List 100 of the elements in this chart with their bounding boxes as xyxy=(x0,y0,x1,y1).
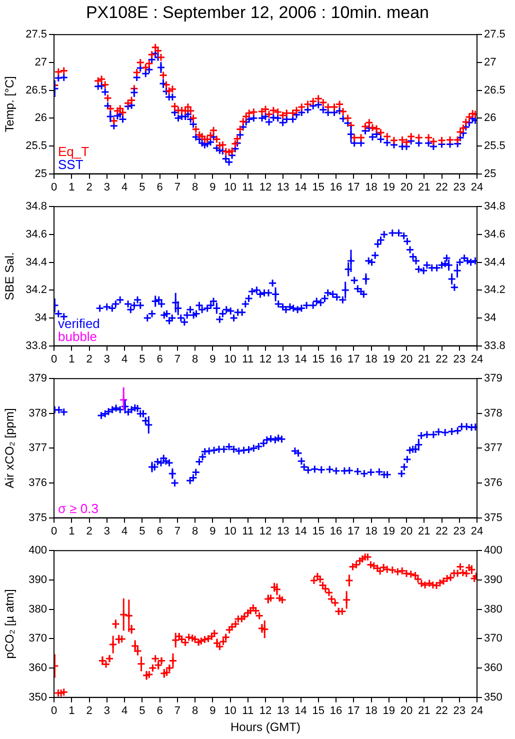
y-tick-label: 25.5 xyxy=(26,140,47,152)
y-tick-label: 350 xyxy=(28,691,47,704)
x-tick-label: 22 xyxy=(436,353,448,366)
x-tick-label: 13 xyxy=(277,181,290,194)
y-tick-label: 33.8 xyxy=(26,340,47,352)
x-tick-label: 13 xyxy=(277,353,290,366)
x-tick-label: 16 xyxy=(330,525,342,538)
y-tick-label: 376 xyxy=(28,477,47,490)
y2-tick-label: 25 xyxy=(484,168,496,180)
x-tick-label: 11 xyxy=(242,705,254,718)
x-tick-label: 17 xyxy=(348,705,360,718)
x-tick-label: 20 xyxy=(400,705,413,718)
y-tick-label: 27.5 xyxy=(26,28,47,41)
x-tick-label: 23 xyxy=(453,705,466,718)
x-tick-label: 5 xyxy=(139,181,146,194)
x-tick-label: 9 xyxy=(210,525,216,538)
x-tick-label: 19 xyxy=(382,181,395,194)
y2-tick-label: 379 xyxy=(484,372,502,385)
x-tick-label: 24 xyxy=(470,705,484,718)
x-tick-label: 13 xyxy=(277,525,290,538)
y-tick-label: 400 xyxy=(28,544,47,557)
x-tick-label: 2 xyxy=(86,705,92,718)
x-tick-label: 23 xyxy=(453,525,466,538)
x-tick-label: 21 xyxy=(418,525,430,538)
x-tick-label: 24 xyxy=(470,353,484,366)
x-tick-label: 16 xyxy=(330,181,342,194)
y-axis-title: Temp. [°C] xyxy=(2,76,17,132)
x-tick-label: 13 xyxy=(277,705,290,718)
x-tick-label: 12 xyxy=(259,705,272,718)
y-tick-label: 375 xyxy=(28,512,47,524)
x-tick-label: 11 xyxy=(242,353,254,366)
x-tick-label: 19 xyxy=(382,525,395,538)
x-tick-label: 20 xyxy=(400,181,413,194)
y2-tick-label: 375 xyxy=(484,512,502,524)
x-tick-label: 3 xyxy=(104,705,110,718)
y-tick-label: 377 xyxy=(28,442,47,454)
x-tick-label: 14 xyxy=(294,525,307,538)
x-tick-label: 21 xyxy=(418,181,430,194)
y2-tick-label: 34.4 xyxy=(484,256,506,268)
x-tick-label: 17 xyxy=(348,525,360,538)
x-tick-label: 4 xyxy=(121,525,128,538)
y-tick-label: 27 xyxy=(34,56,47,68)
y2-tick-label: 27 xyxy=(484,56,496,68)
text: σ ≥ 0.3 xyxy=(58,500,98,516)
y-tick-label: 370 xyxy=(28,632,47,645)
text: Eq_T xyxy=(58,144,90,159)
x-tick-label: 10 xyxy=(224,181,236,194)
y2-tick-label: 27.5 xyxy=(484,28,506,41)
y-tick-label: 34.6 xyxy=(26,228,47,240)
y-tick-label: 25 xyxy=(34,168,47,180)
x-tick-label: 10 xyxy=(224,705,236,718)
x-tick-label: 12 xyxy=(259,181,272,194)
x-tick-label: 9 xyxy=(210,353,216,366)
x-tick-label: 14 xyxy=(294,705,307,718)
x-tick-label: 16 xyxy=(330,353,342,366)
x-tick-label: 2 xyxy=(86,181,92,194)
legend-label: bubble xyxy=(58,328,98,344)
x-tick-label: 4 xyxy=(121,705,128,718)
x-tick-label: 4 xyxy=(121,353,128,366)
y2-tick-label: 390 xyxy=(484,574,502,586)
x-tick-label: 15 xyxy=(312,525,324,538)
y2-tick-label: 34.8 xyxy=(484,200,506,213)
y2-tick-label: 360 xyxy=(484,662,502,674)
y2-tick-label: 25.5 xyxy=(484,140,506,152)
y-tick-label: 34.2 xyxy=(26,284,47,296)
x-tick-label: 17 xyxy=(348,181,360,194)
y-tick-label: 34.4 xyxy=(26,256,47,268)
x-tick-label: 5 xyxy=(139,705,146,718)
x-tick-label: 10 xyxy=(224,353,236,366)
x-tick-label: 19 xyxy=(382,353,395,366)
y-tick-label: 34.8 xyxy=(26,200,47,213)
x-tick-label: 6 xyxy=(156,705,163,718)
x-tick-label: 19 xyxy=(382,705,395,718)
x-tick-label: 12 xyxy=(259,353,272,366)
x-tick-label: 3 xyxy=(104,353,110,366)
x-tick-label: 14 xyxy=(294,181,307,194)
y2-tick-label: 26.5 xyxy=(484,84,506,96)
x-tick-label: 12 xyxy=(259,525,272,538)
x-tick-label: 18 xyxy=(365,181,378,194)
x-tick-label: 14 xyxy=(294,353,307,366)
x-tick-label: 8 xyxy=(192,353,198,366)
y2-tick-label: 33.8 xyxy=(484,340,506,352)
x-tick-label: 9 xyxy=(210,181,216,194)
x-tick-label: 16 xyxy=(330,705,342,718)
x-tick-label: 6 xyxy=(156,353,163,366)
x-tick-label: 7 xyxy=(174,525,180,538)
x-tick-label: 23 xyxy=(453,353,466,366)
x-tick-label: 1 xyxy=(68,353,75,366)
x-tick-label: 11 xyxy=(242,525,254,538)
x-tick-label: 18 xyxy=(365,705,378,718)
x-tick-label: 1 xyxy=(68,525,75,538)
x-tick-label: 7 xyxy=(174,181,180,194)
y2-tick-label: 376 xyxy=(484,477,502,490)
y-axis-title: pCO₂ [µ atm] xyxy=(2,589,17,659)
x-tick-label: 6 xyxy=(156,181,163,194)
y2-tick-label: 370 xyxy=(484,632,502,645)
y2-tick-label: 378 xyxy=(484,407,502,420)
y2-tick-label: 380 xyxy=(484,603,502,616)
y-axis-title: Air xCO₂ [ppm] xyxy=(2,408,17,488)
y-tick-label: 378 xyxy=(28,407,47,420)
